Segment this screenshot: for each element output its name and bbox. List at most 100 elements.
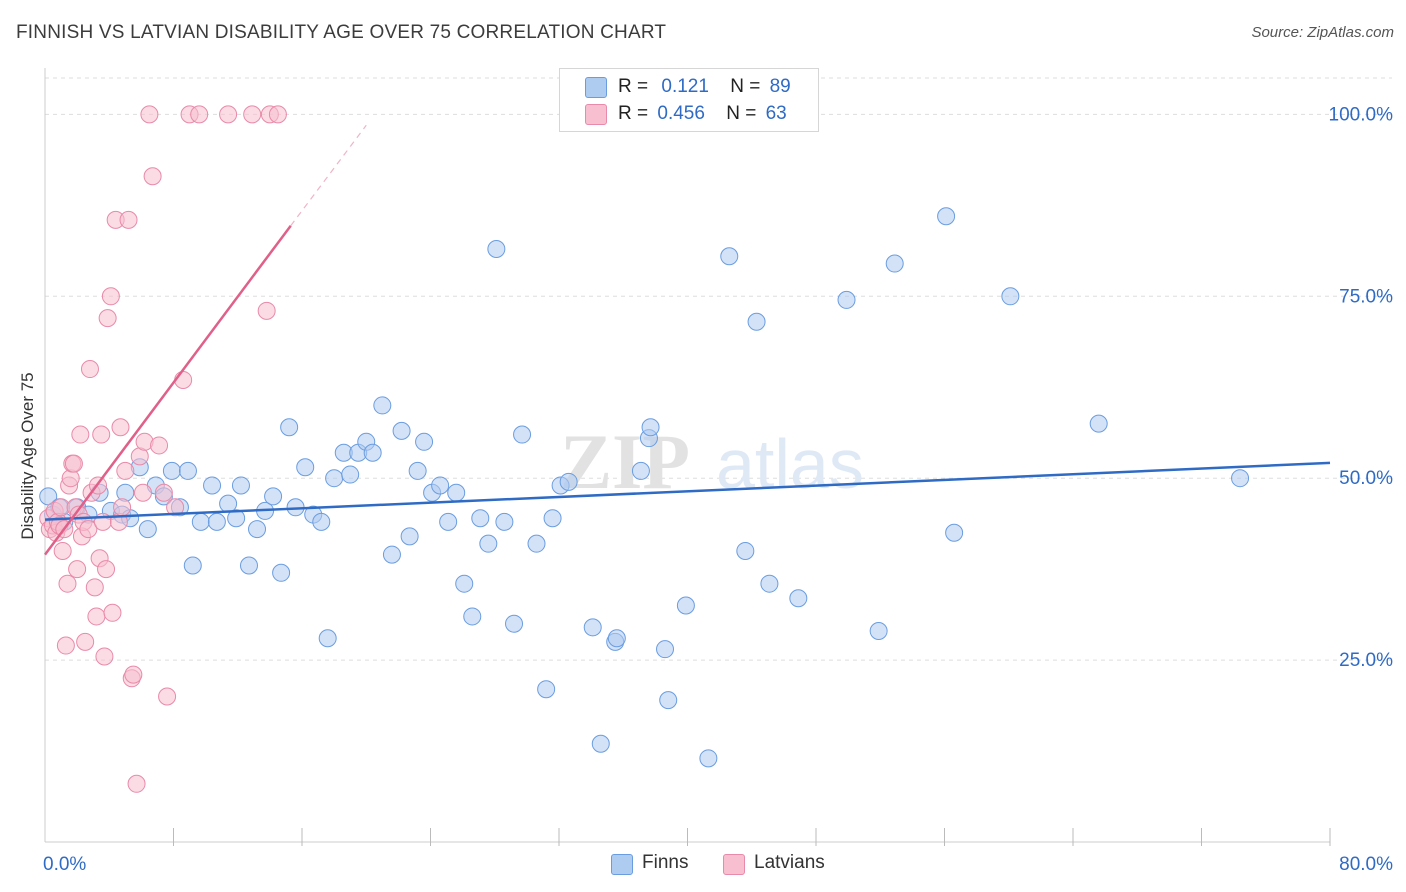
latvians-point bbox=[116, 461, 135, 480]
finns-point bbox=[382, 545, 401, 564]
finns-point bbox=[191, 512, 210, 531]
latvians-r-label: R = bbox=[618, 103, 649, 124]
finns-point bbox=[392, 421, 411, 440]
latvians-point bbox=[243, 105, 262, 124]
latvians-point bbox=[79, 520, 98, 539]
finns-point bbox=[138, 520, 157, 539]
finns-point bbox=[463, 607, 482, 626]
latvians-point bbox=[140, 105, 159, 124]
finns-point bbox=[325, 469, 344, 488]
finns-point bbox=[227, 509, 246, 528]
finns-point bbox=[885, 254, 904, 273]
latvians-n-value: 63 bbox=[765, 103, 787, 124]
latvians-point bbox=[71, 425, 90, 444]
finns-point bbox=[676, 596, 695, 615]
x-tick-label: 0.0% bbox=[43, 854, 86, 875]
latvians-point bbox=[174, 370, 193, 389]
finns-point bbox=[945, 523, 964, 542]
latvians-point bbox=[58, 574, 77, 593]
latvians-point bbox=[97, 560, 116, 579]
finns-point bbox=[183, 556, 202, 575]
latvians-point bbox=[150, 436, 169, 455]
finns-point bbox=[559, 472, 578, 491]
latvians-r-value: 0.456 bbox=[657, 103, 705, 124]
latvians-n-label: N = bbox=[726, 103, 757, 124]
finns-point bbox=[1089, 414, 1108, 433]
finns-point bbox=[439, 512, 458, 531]
latvians-point bbox=[85, 578, 104, 597]
latvians-point bbox=[103, 603, 122, 622]
watermark-atlas: atlas bbox=[716, 425, 864, 503]
latvians-point bbox=[92, 425, 111, 444]
finns-point bbox=[527, 534, 546, 553]
x-tick-label: 80.0% bbox=[1339, 854, 1393, 875]
finns-point bbox=[736, 541, 755, 560]
finns-point bbox=[373, 396, 392, 415]
finns-swatch-icon bbox=[585, 76, 607, 98]
finns-point bbox=[408, 461, 427, 480]
watermark-zip: ZIP bbox=[560, 418, 690, 505]
finns-point bbox=[431, 476, 450, 495]
finns-point bbox=[455, 574, 474, 593]
latvians-point bbox=[166, 498, 185, 517]
finns-r-value: 0.121 bbox=[661, 76, 709, 97]
finns-point bbox=[789, 589, 808, 608]
finns-point bbox=[312, 512, 331, 531]
finns-point bbox=[591, 734, 610, 753]
finns-point bbox=[363, 443, 382, 462]
y-tick-label: 100.0% bbox=[1329, 104, 1394, 125]
finns-point bbox=[1001, 287, 1020, 306]
finns-point bbox=[231, 476, 250, 495]
latvians-point bbox=[95, 647, 114, 666]
finns-point bbox=[1231, 469, 1250, 488]
latvians-points bbox=[39, 105, 287, 793]
finns-point bbox=[415, 432, 434, 451]
finns-trend-line bbox=[44, 461, 1331, 521]
latvians-swatch-icon bbox=[585, 103, 607, 125]
chart-title: FINNISH VS LATVIAN DISABILITY AGE OVER 7… bbox=[16, 22, 667, 43]
latvians-legend-label: Latvians bbox=[754, 852, 825, 873]
trend-lines bbox=[43, 124, 1331, 556]
finns-point bbox=[720, 247, 739, 266]
finns-point bbox=[162, 461, 181, 480]
source-credit: Source: ZipAtlas.com bbox=[1251, 24, 1394, 41]
finns-point bbox=[203, 476, 222, 495]
finns-point bbox=[178, 461, 197, 480]
latvians-point bbox=[257, 301, 276, 320]
finns-point bbox=[248, 520, 267, 539]
finns-point bbox=[760, 574, 779, 593]
finns-points bbox=[39, 207, 1250, 768]
finns-point bbox=[116, 483, 135, 502]
finns-point bbox=[583, 618, 602, 637]
axes bbox=[44, 68, 1331, 846]
finns-point bbox=[318, 629, 337, 648]
latvians-point bbox=[158, 687, 177, 706]
latvians-point bbox=[190, 105, 209, 124]
finns-point bbox=[239, 556, 258, 575]
finns-point bbox=[537, 680, 556, 699]
tick-labels: 100.0% 75.0% 50.0% 25.0% 0.0% 80.0% bbox=[43, 104, 1393, 875]
latvians-point bbox=[143, 167, 162, 186]
finns-point bbox=[447, 483, 466, 502]
finns-point bbox=[631, 461, 650, 480]
finns-point bbox=[296, 458, 315, 477]
latvians-point bbox=[124, 665, 143, 684]
finns-point bbox=[747, 312, 766, 331]
finns-point bbox=[869, 621, 888, 640]
finns-legend-label: Finns bbox=[642, 852, 689, 873]
finns-point bbox=[699, 749, 718, 768]
finns-point bbox=[479, 534, 498, 553]
finns-legend-icon bbox=[611, 854, 633, 875]
finns-point bbox=[495, 512, 514, 531]
latvians-point bbox=[87, 607, 106, 626]
latvians-trend-line bbox=[43, 224, 292, 556]
latvians-point bbox=[68, 560, 87, 579]
latvians-point bbox=[98, 309, 117, 328]
y-tick-label: 25.0% bbox=[1339, 650, 1393, 671]
finns-point bbox=[487, 239, 506, 258]
finns-point bbox=[607, 629, 626, 648]
latvians-point bbox=[127, 774, 146, 793]
finns-point bbox=[471, 509, 490, 528]
latvians-point bbox=[154, 483, 173, 502]
finns-n-value: 89 bbox=[769, 76, 791, 97]
